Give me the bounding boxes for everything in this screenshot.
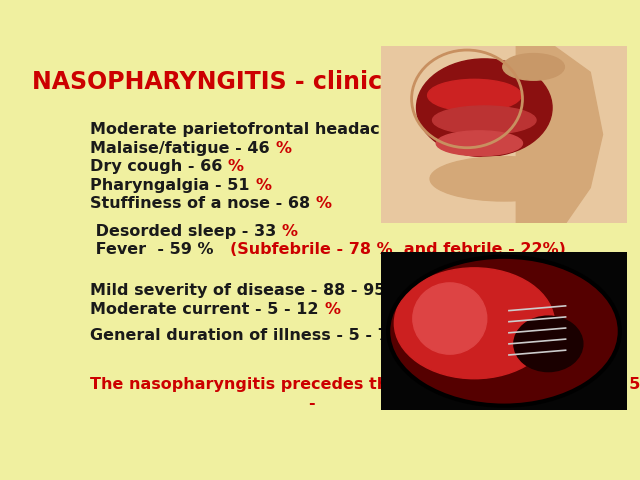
Text: %: %: [228, 159, 244, 174]
Text: The nasopharyngitis precedes the meningococcal sepsis in 55 %!!!: The nasopharyngitis precedes the meningo…: [90, 377, 640, 392]
Ellipse shape: [394, 268, 554, 379]
Text: Desorded sleep - 33: Desorded sleep - 33: [90, 224, 282, 239]
Polygon shape: [516, 46, 603, 223]
Ellipse shape: [430, 156, 578, 201]
Text: %: %: [282, 224, 298, 239]
Text: Malaise/fatigue - 46: Malaise/fatigue - 46: [90, 141, 275, 156]
Text: %: %: [316, 196, 332, 211]
Text: %: %: [391, 283, 407, 298]
Text: Stuffiness of a nose - 68: Stuffiness of a nose - 68: [90, 196, 316, 211]
Text: Fever  - 59 %: Fever - 59 %: [90, 242, 230, 257]
Text: (Subfebrile - 78 %  and febrile - 22%): (Subfebrile - 78 % and febrile - 22%): [230, 242, 566, 257]
Text: -: -: [308, 396, 315, 411]
Ellipse shape: [436, 131, 522, 156]
Text: %: %: [448, 122, 464, 137]
Ellipse shape: [413, 283, 487, 354]
Text: Mild severity of disease - 88 - 95: Mild severity of disease - 88 - 95: [90, 283, 391, 298]
Text: Dry cough - 66: Dry cough - 66: [90, 159, 228, 174]
Text: %: %: [275, 141, 291, 156]
Ellipse shape: [428, 79, 521, 111]
Text: %: %: [255, 178, 271, 192]
Text: Moderate current - 5 - 12: Moderate current - 5 - 12: [90, 302, 324, 317]
Text: Moderate parietofrontal headache - 52: Moderate parietofrontal headache - 52: [90, 122, 448, 137]
Text: %: %: [324, 302, 340, 317]
Text: Pharyngalgia - 51: Pharyngalgia - 51: [90, 178, 255, 192]
Ellipse shape: [433, 106, 536, 134]
Text: General duration of illness - 5 - 7 days: General duration of illness - 5 - 7 days: [90, 328, 436, 343]
Ellipse shape: [514, 316, 583, 372]
Ellipse shape: [503, 54, 564, 80]
Ellipse shape: [417, 59, 552, 156]
Text: NASOPHARYNGITIS - clinical manifestations:: NASOPHARYNGITIS - clinical manifestation…: [32, 70, 624, 94]
Circle shape: [388, 257, 620, 406]
